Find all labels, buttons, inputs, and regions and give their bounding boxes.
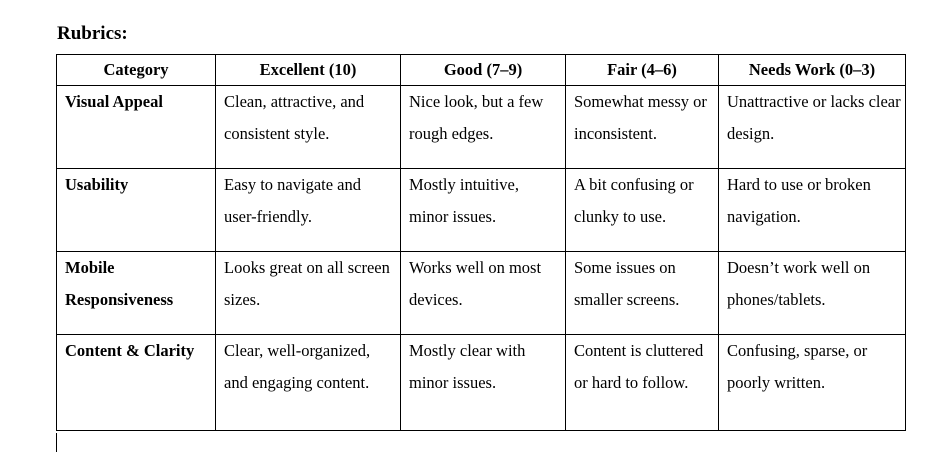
criteria-cell-excellent: Clear, well-organized, and engaging cont… bbox=[215, 334, 401, 431]
category-cell: Mobile Responsiveness bbox=[56, 251, 216, 335]
criteria-cell-needs-work: Doesn’t work well on phones/tablets. bbox=[718, 251, 906, 335]
criteria-cell-good: Nice look, but a few rough edges. bbox=[400, 85, 566, 169]
criteria-cell-fair: Somewhat messy or inconsistent. bbox=[565, 85, 719, 169]
column-header-category: Category bbox=[56, 54, 216, 86]
criteria-cell-needs-work: Hard to use or broken navigation. bbox=[718, 168, 906, 252]
text-cursor bbox=[56, 433, 57, 452]
criteria-cell-excellent: Clean, attractive, and consistent style. bbox=[215, 85, 401, 169]
criteria-cell-fair: A bit confusing or clunky to use. bbox=[565, 168, 719, 252]
table-row: Usability Easy to navigate and user-frie… bbox=[56, 168, 906, 252]
table-row: Content & Clarity Clear, well-organized,… bbox=[56, 334, 906, 431]
column-header-excellent: Excellent (10) bbox=[215, 54, 401, 86]
document-title: Rubrics: bbox=[57, 23, 128, 44]
criteria-cell-needs-work: Unattractive or lacks clear design. bbox=[718, 85, 906, 169]
column-header-good: Good (7–9) bbox=[400, 54, 566, 86]
table-row: Visual Appeal Clean, attractive, and con… bbox=[56, 85, 906, 169]
column-header-fair: Fair (4–6) bbox=[565, 54, 719, 86]
criteria-cell-good: Works well on most devices. bbox=[400, 251, 566, 335]
criteria-cell-good: Mostly clear with minor issues. bbox=[400, 334, 566, 431]
table-header-row: Category Excellent (10) Good (7–9) Fair … bbox=[56, 54, 906, 86]
criteria-cell-fair: Content is cluttered or hard to follow. bbox=[565, 334, 719, 431]
criteria-cell-needs-work: Confusing, sparse, or poorly written. bbox=[718, 334, 906, 431]
criteria-cell-good: Mostly intuitive, minor issues. bbox=[400, 168, 566, 252]
column-header-needs-work: Needs Work (0–3) bbox=[718, 54, 906, 86]
criteria-cell-excellent: Easy to navigate and user-friendly. bbox=[215, 168, 401, 252]
table-row: Mobile Responsiveness Looks great on all… bbox=[56, 251, 906, 335]
criteria-cell-excellent: Looks great on all screen sizes. bbox=[215, 251, 401, 335]
criteria-cell-fair: Some issues on smaller screens. bbox=[565, 251, 719, 335]
rubric-table: Category Excellent (10) Good (7–9) Fair … bbox=[56, 54, 906, 431]
category-cell: Content & Clarity bbox=[56, 334, 216, 431]
category-cell: Visual Appeal bbox=[56, 85, 216, 169]
category-cell: Usability bbox=[56, 168, 216, 252]
